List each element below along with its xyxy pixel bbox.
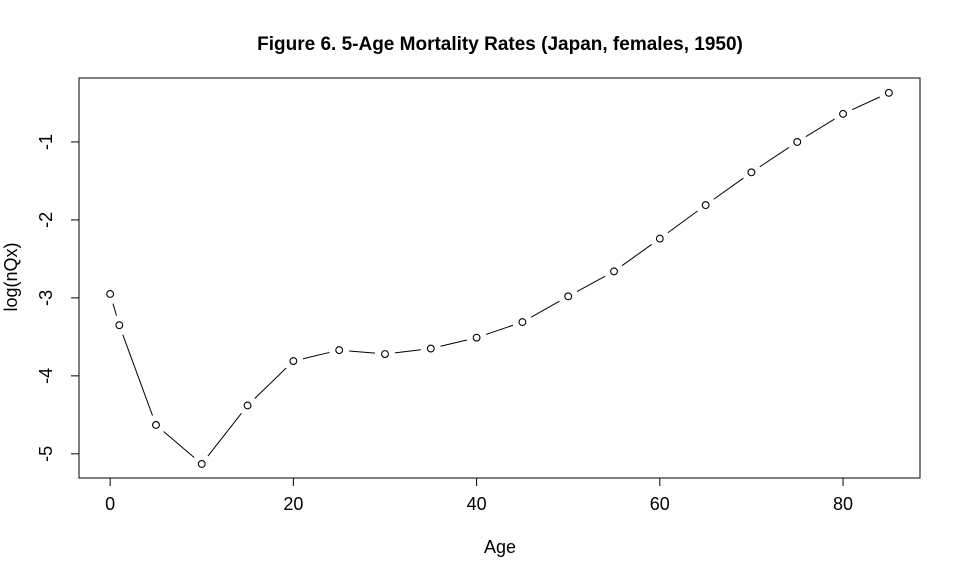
series-line-segment	[713, 177, 744, 200]
x-tick-label: 60	[650, 494, 670, 514]
series-line-segment	[112, 303, 117, 316]
y-tick-label: -1	[36, 134, 56, 150]
data-point-marker	[289, 357, 298, 365]
data-point-marker	[115, 321, 124, 330]
chart-title: Figure 6. 5-Age Mortality Rates (Japan, …	[257, 34, 743, 55]
series-line-segment	[576, 275, 606, 292]
series-line-segment	[485, 324, 514, 335]
data-point-marker	[243, 401, 252, 410]
y-tick-label: -5	[36, 446, 56, 462]
data-point-marker	[884, 88, 893, 97]
data-point-marker	[335, 346, 344, 355]
series-line-segment	[805, 118, 835, 138]
series-line-segment	[122, 334, 153, 416]
data-series	[106, 88, 893, 468]
x-tick-label: 40	[467, 494, 487, 514]
series-line-segment	[440, 339, 467, 347]
data-point-marker	[472, 333, 481, 342]
x-tick-label: 80	[833, 494, 853, 514]
series-line-segment	[349, 350, 376, 354]
data-point-marker	[381, 350, 389, 358]
data-point-marker	[426, 344, 435, 353]
series-line-segment	[851, 96, 880, 111]
plot-frame	[78, 77, 921, 479]
y-tick-label: -2	[36, 212, 56, 228]
axes: 0 20 40 60 80 -1 -2 -3 -4 -5	[36, 134, 853, 514]
data-point-marker	[701, 201, 710, 210]
x-axis-label: Age	[484, 537, 516, 557]
y-tick-label: -3	[36, 290, 56, 306]
x-tick-label: 20	[283, 494, 303, 514]
series-line-segment	[163, 431, 195, 458]
data-point-marker	[655, 234, 664, 243]
data-point-marker	[610, 267, 618, 276]
series-line-segment	[207, 413, 242, 457]
series-line-segment	[530, 300, 560, 318]
data-point-marker	[197, 460, 206, 468]
plot-border	[78, 77, 921, 479]
series-line-segment	[254, 367, 287, 399]
data-point-marker	[106, 290, 115, 298]
data-point-marker	[747, 168, 756, 177]
y-tick-label: -4	[36, 368, 56, 384]
series-line-segment	[621, 244, 652, 266]
data-point-marker	[152, 421, 160, 429]
data-point-marker	[839, 109, 847, 118]
series-line-segment	[667, 210, 698, 234]
x-tick-label: 0	[105, 494, 115, 514]
y-axis-label: log(nQx)	[1, 242, 21, 311]
data-point-marker	[564, 292, 573, 301]
series-line-segment	[759, 147, 790, 168]
data-point-marker	[518, 318, 527, 327]
series-line-segment	[302, 351, 330, 360]
data-point-marker	[793, 137, 802, 146]
series-line-segment	[394, 349, 421, 354]
